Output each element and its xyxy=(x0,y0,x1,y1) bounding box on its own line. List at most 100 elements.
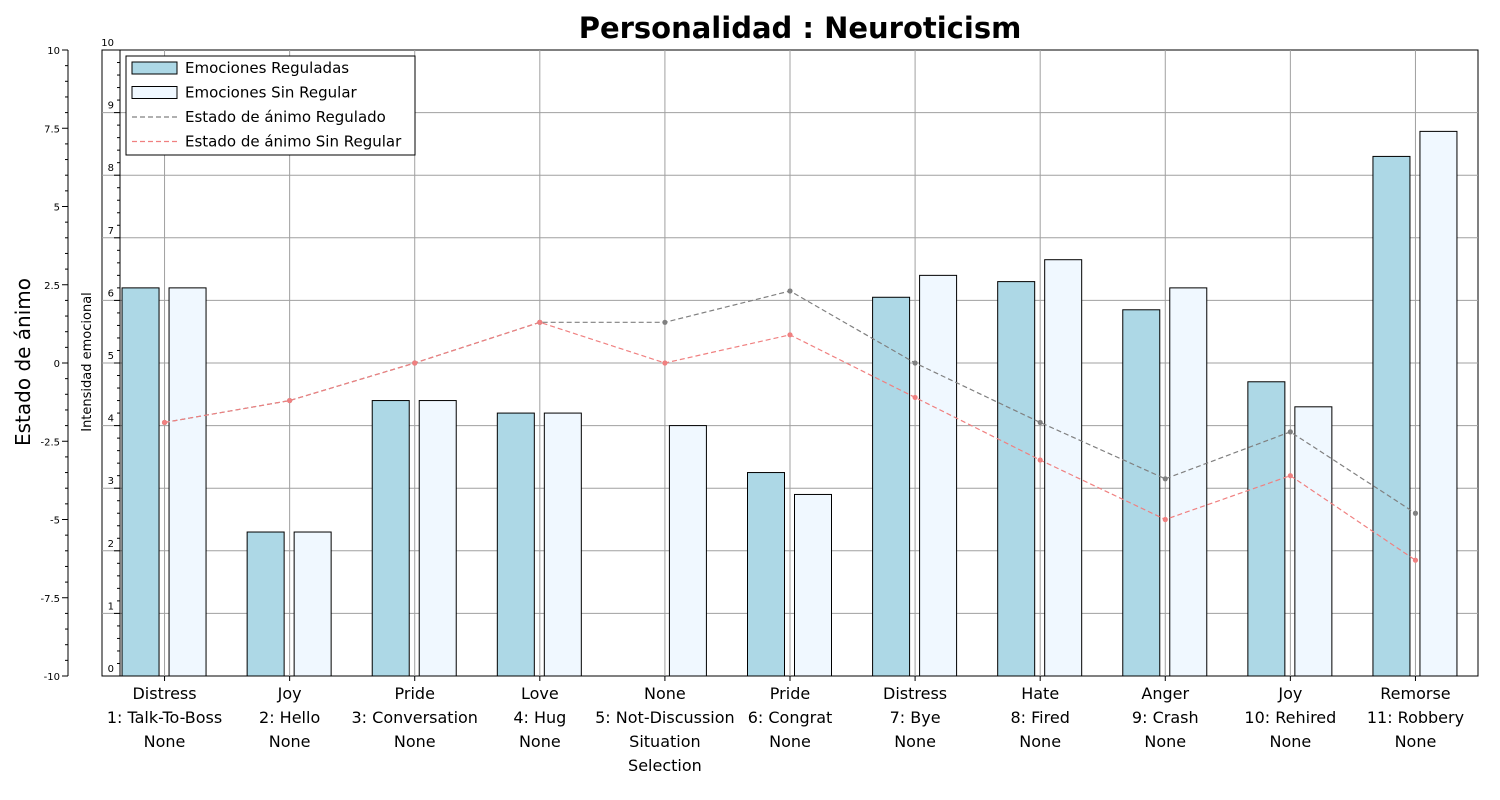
point-mood-regulated xyxy=(1162,476,1168,482)
category-label: Distress 1: Talk-To-Boss None xyxy=(107,684,222,751)
bar-regulated xyxy=(997,281,1036,677)
bar-regulated xyxy=(371,400,410,677)
point-mood-regulated xyxy=(787,288,793,294)
category-label-line: Distress xyxy=(132,684,196,703)
category-label-line: Remorse xyxy=(1380,684,1450,703)
mood-tick-label: 0 xyxy=(54,359,60,370)
category-label-line: None xyxy=(144,732,186,751)
mood-tick-label: 5 xyxy=(54,203,60,214)
category-label: Pride 3: Conversation None xyxy=(352,684,478,751)
intensity-tick-label: 2 xyxy=(108,539,114,550)
category-label-line: 7: Bye xyxy=(890,708,941,727)
point-mood-unregulated xyxy=(287,397,293,404)
category-label-line: Distress xyxy=(883,684,947,703)
category-label-line: Pride xyxy=(395,684,435,703)
intensity-tick-label: 1 xyxy=(108,601,114,612)
point-mood-unregulated xyxy=(412,360,418,366)
bar-unregulated xyxy=(1419,130,1458,677)
point-mood-unregulated xyxy=(912,394,918,401)
category-label-line: 1: Talk-To-Boss xyxy=(107,708,222,727)
category-label-line: Hate xyxy=(1021,684,1059,703)
mood-tick-label: 2.5 xyxy=(44,281,60,292)
bar-regulated xyxy=(121,287,160,677)
category-label: Distress 7: Bye None xyxy=(883,684,947,751)
point-mood-unregulated xyxy=(1412,557,1419,563)
legend: Emociones Reguladas Emociones Sin Regular… xyxy=(125,55,416,156)
intensity-tick-label: 0 xyxy=(108,664,114,675)
category-label-line: 9: Crash xyxy=(1132,708,1199,727)
mood-axis-label: Estado de ánimo xyxy=(11,278,35,446)
category-label-line: Joy xyxy=(277,684,302,703)
category-label-line: None xyxy=(1269,732,1311,751)
bar-unregulated xyxy=(668,425,707,677)
legend-swatch xyxy=(131,86,178,99)
bar-unregulated xyxy=(293,531,332,677)
category-label-line: 3: Conversation xyxy=(352,708,478,727)
category-label-line: None xyxy=(519,732,561,751)
mood-tick-label: -7.5 xyxy=(40,594,60,605)
category-label-line: 6: Congrat xyxy=(748,708,833,727)
category-label: Anger 9: Crash None xyxy=(1132,684,1199,751)
legend-label: Emociones Reguladas xyxy=(185,59,349,77)
legend-label: Estado de ánimo Sin Regular xyxy=(185,133,402,151)
category-label-line: 11: Robbery xyxy=(1367,708,1464,727)
category-label: None 5: Not-Discussion Situation Selection xyxy=(595,684,735,775)
category-label: Pride 6: Congrat None xyxy=(748,684,833,751)
category-label-line: Love xyxy=(521,684,559,703)
intensity-tick-label: 8 xyxy=(108,163,114,174)
category-label-line: None xyxy=(644,684,686,703)
intensity-tick-label: 3 xyxy=(108,476,114,487)
point-mood-unregulated xyxy=(161,419,168,426)
bar-unregulated xyxy=(543,412,582,677)
category-label-line: Situation xyxy=(629,732,700,751)
category-label-line: Anger xyxy=(1141,684,1189,703)
mood-tick-label: 7.5 xyxy=(44,124,60,135)
bar-unregulated xyxy=(1169,287,1208,677)
bars xyxy=(121,130,1458,677)
category-label: Remorse 11: Robbery None xyxy=(1367,684,1464,751)
point-mood-unregulated xyxy=(537,319,543,325)
mood-tick-label: -2.5 xyxy=(40,437,60,448)
mood-lines xyxy=(161,288,1419,563)
bar-unregulated xyxy=(1294,406,1333,677)
intensity-tick-label: 7 xyxy=(108,226,114,237)
category-label-line: 5: Not-Discussion xyxy=(595,708,735,727)
category-label: Love 4: Hug None xyxy=(513,684,566,751)
point-mood-unregulated xyxy=(1037,457,1043,463)
bar-unregulated xyxy=(418,400,457,677)
mood-tick-label: -10 xyxy=(44,672,60,683)
point-mood-regulated xyxy=(1287,429,1293,435)
category-label-line: Selection xyxy=(628,756,702,775)
category-label-line: Pride xyxy=(770,684,810,703)
intensity-axis-label: Intensidad emocional xyxy=(80,292,95,432)
intensity-tick-label: 10 xyxy=(101,38,114,49)
category-label-line: None xyxy=(894,732,936,751)
bar-regulated xyxy=(496,412,535,677)
chart-title: Personalidad : Neuroticism xyxy=(579,11,1022,45)
legend-swatch xyxy=(131,61,178,75)
point-mood-unregulated xyxy=(1162,516,1168,523)
bar-regulated xyxy=(1122,309,1161,677)
legend-label: Estado de ánimo Regulado xyxy=(185,108,386,126)
mood-tick-label: -5 xyxy=(50,516,60,527)
bar-unregulated xyxy=(168,287,207,677)
mood-tick-label: 10 xyxy=(47,46,60,57)
category-label-line: None xyxy=(1019,732,1061,751)
point-mood-regulated xyxy=(912,360,918,366)
category-label-line: None xyxy=(269,732,311,751)
point-mood-regulated xyxy=(662,319,668,325)
category-labels: Distress 1: Talk-To-Boss None Joy 2: Hello No… xyxy=(107,684,1464,775)
bar-unregulated xyxy=(794,493,832,677)
legend-label: Emociones Sin Regular xyxy=(185,84,358,102)
bar-regulated xyxy=(1247,381,1286,677)
category-label-line: None xyxy=(769,732,811,751)
category-label-line: 4: Hug xyxy=(513,708,566,727)
category-label: Joy 2: Hello None xyxy=(259,684,320,751)
category-label-line: None xyxy=(1395,732,1437,751)
point-mood-unregulated xyxy=(1287,473,1293,479)
category-label-line: 10: Rehired xyxy=(1244,708,1336,727)
category-label-line: None xyxy=(1144,732,1186,751)
category-label: Joy 10: Rehired None xyxy=(1244,684,1336,751)
